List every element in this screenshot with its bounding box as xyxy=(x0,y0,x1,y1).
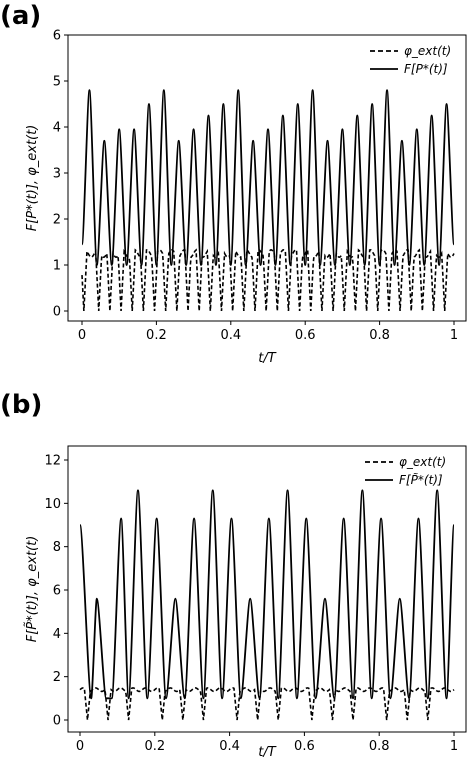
panel-b-series xyxy=(79,489,455,721)
y-tick-label: 0 xyxy=(53,305,61,320)
F-series-line xyxy=(79,489,455,700)
x-tick-label: 0 xyxy=(78,328,86,343)
panel-a-x-ticks: 0 0.2 0.4 0.6 0.8 1 xyxy=(78,321,458,343)
x-tick-label: 0.6 xyxy=(295,328,316,343)
x-tick-label: 0.4 xyxy=(220,328,241,343)
x-tick-label: 0 xyxy=(76,739,84,754)
panel-a-label: (a) xyxy=(0,1,41,31)
x-tick-label: 0.2 xyxy=(146,328,167,343)
panel-a-x-axis-label: t/T xyxy=(258,351,276,366)
x-tick-label: 0.6 xyxy=(294,739,315,754)
y-tick-label: 4 xyxy=(53,121,61,136)
legend-b-F-label: F[P̃*(t)] xyxy=(399,473,443,487)
panel-b-x-axis-label: t/T xyxy=(258,745,276,760)
x-tick-label: 1 xyxy=(450,739,458,754)
y-tick-label: 0 xyxy=(53,714,61,729)
y-tick-label: 2 xyxy=(53,670,61,685)
legend-b-phi-ext-label: φ_ext(t) xyxy=(399,455,446,469)
y-tick-label: 8 xyxy=(53,540,61,555)
panel-a-legend: φ_ext(t) F[P*(t)] xyxy=(370,44,451,76)
panel-a-plot-frame xyxy=(67,34,467,322)
y-tick-label: 1 xyxy=(53,259,61,274)
x-tick-label: 0.2 xyxy=(144,739,165,754)
x-tick-label: 0.4 xyxy=(219,739,240,754)
y-tick-label: 10 xyxy=(44,497,61,512)
panel-b-label: (b) xyxy=(0,390,42,420)
panel-b-y-ticks: 0 2 4 6 8 10 12 xyxy=(44,454,68,729)
y-tick-label: 6 xyxy=(53,584,61,599)
panel-b-legend: φ_ext(t) F[P̃*(t)] xyxy=(365,455,446,487)
x-tick-label: 0.8 xyxy=(369,739,390,754)
phi-ext-series-line xyxy=(79,687,455,721)
panel-a-y-axis-label: F[P*(t)], φ_ext(t) xyxy=(25,125,40,232)
legend-a-F-label: F[P*(t)] xyxy=(404,62,448,76)
y-tick-label: 2 xyxy=(53,213,61,228)
panel-a-series xyxy=(81,89,455,312)
y-tick-label: 5 xyxy=(53,75,61,90)
panel-b-y-axis-label: F[P̃*(t)], φ_ext(t) xyxy=(25,536,40,643)
F-series-line xyxy=(81,89,455,266)
phi-ext-series-line xyxy=(81,248,455,312)
panel-b: (b) 0 2 4 6 8 10 12 0 0.2 0.4 0.6 0.8 1 t/T F[P̃*(t… xyxy=(0,390,467,760)
x-tick-label: 1 xyxy=(450,328,458,343)
x-tick-label: 0.8 xyxy=(369,328,390,343)
y-tick-label: 12 xyxy=(44,454,61,469)
y-tick-label: 4 xyxy=(53,627,61,642)
panel-b-x-ticks: 0 0.2 0.4 0.6 0.8 1 xyxy=(76,732,458,754)
legend-a-phi-ext-label: φ_ext(t) xyxy=(404,44,451,58)
y-tick-label: 6 xyxy=(53,29,61,44)
panel-a-y-ticks: 0 1 2 3 4 5 6 xyxy=(53,29,68,320)
panel-b-plot-frame xyxy=(67,445,467,733)
panel-a: (a) 0 1 2 3 4 5 6 0 0.2 0.4 0.6 0.8 1 t/T F[P*(t)],… xyxy=(0,1,467,366)
y-tick-label: 3 xyxy=(53,167,61,182)
